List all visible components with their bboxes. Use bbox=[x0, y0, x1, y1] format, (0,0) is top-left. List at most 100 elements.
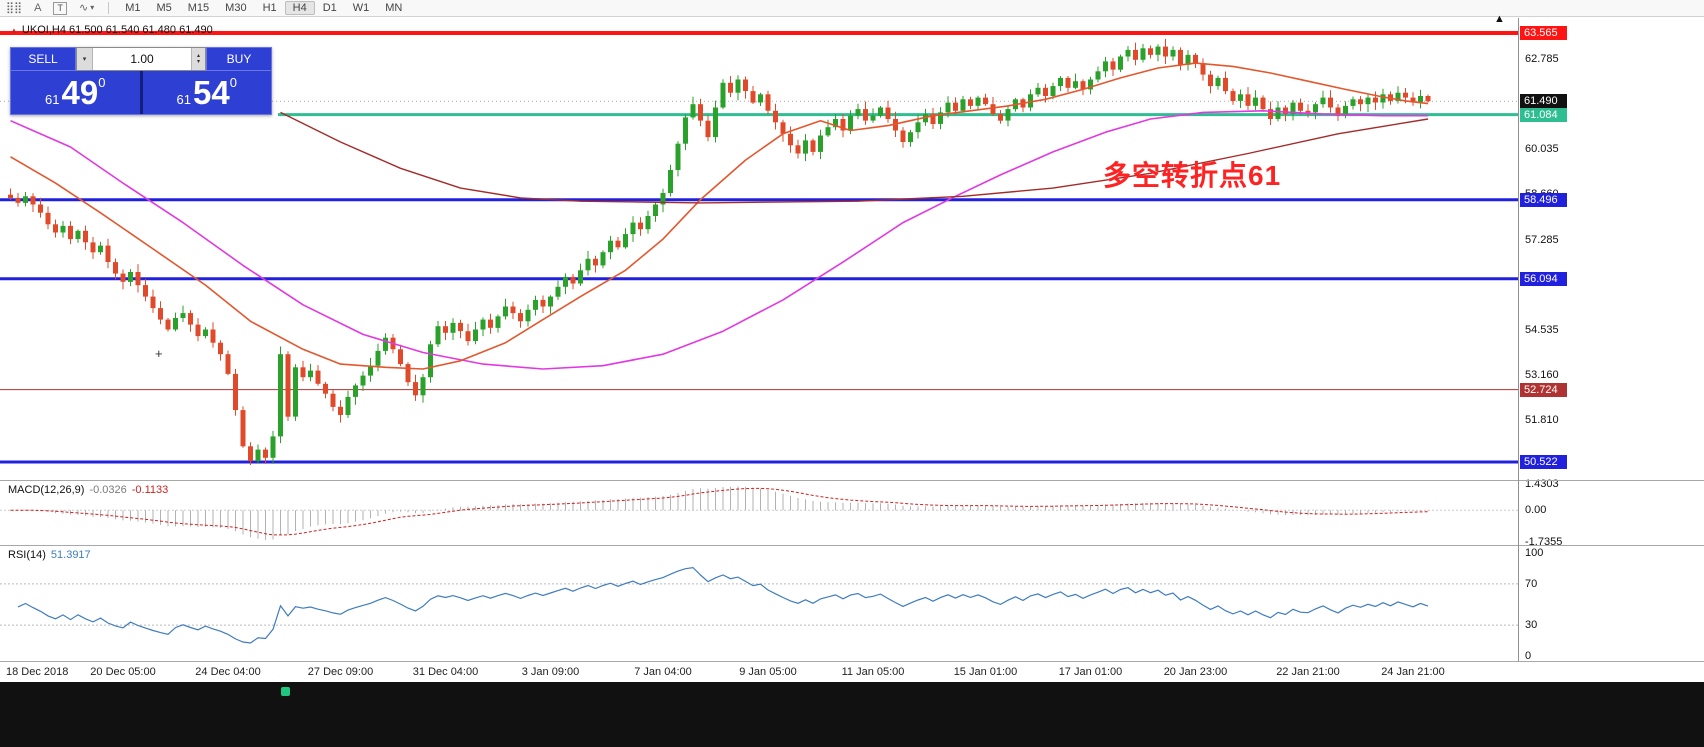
time-label: 31 Dec 04:00 bbox=[412, 666, 479, 678]
sell-price[interactable]: 61 49 0 bbox=[11, 71, 140, 114]
sell-button[interactable]: SELL bbox=[10, 47, 76, 71]
price-badge: 58.496 bbox=[1520, 192, 1567, 207]
timeframe-w1[interactable]: W1 bbox=[352, 2, 370, 14]
price-chart-canvas[interactable] bbox=[0, 18, 1518, 480]
time-label: 15 Jan 01:00 bbox=[953, 666, 1018, 678]
time-axis[interactable]: 18 Dec 2018 20 Dec 05:00 24 Dec 04:00 27 De… bbox=[0, 662, 1704, 681]
volume-up-icon[interactable]: ▴ bbox=[196, 53, 200, 59]
rsi-canvas[interactable] bbox=[0, 546, 1518, 661]
timeframe-m30[interactable]: M30 bbox=[225, 2, 247, 14]
toolbar-separator bbox=[108, 2, 110, 14]
volume-dropdown-icon[interactable]: ▾ bbox=[77, 48, 93, 70]
panel-splitter-2[interactable] bbox=[0, 545, 1704, 546]
rsi-label: RSI(14) 51.3917 bbox=[8, 549, 91, 561]
price-badge: 61.490 bbox=[1520, 94, 1567, 109]
taskbar-indicator-icon[interactable] bbox=[281, 687, 290, 696]
macd-panel: MACD(12,26,9) -0.0326 -0.1133 1.4303 0.00 -1… bbox=[0, 478, 1704, 548]
sell-price-small: 61 bbox=[45, 92, 60, 107]
price-tick-label: 57.285 bbox=[1525, 233, 1559, 246]
price-badge: 56.094 bbox=[1520, 271, 1567, 286]
sell-price-big: 49 bbox=[61, 73, 99, 111]
buy-price[interactable]: 61 54 0 bbox=[143, 71, 272, 114]
macd-label: MACD(12,26,9) -0.0326 -0.1133 bbox=[8, 484, 168, 496]
ma-fast-orange-line bbox=[10, 62, 1429, 370]
price-axis[interactable]: 62.78560.03558.66057.28554.53553.16051.8… bbox=[1518, 18, 1704, 480]
ma-slow-darkred-line bbox=[280, 111, 1429, 204]
timeframe-h1[interactable]: H1 bbox=[262, 2, 277, 14]
timeframe-switcher: M1 M5 M15 M30 H1 H4 D1 W1 MN bbox=[117, 1, 410, 15]
macd-main-value: -0.0326 bbox=[89, 484, 127, 496]
text-annotation-icon[interactable]: A bbox=[34, 2, 42, 14]
time-axis-border bbox=[0, 661, 1704, 662]
time-label: 9 Jan 05:00 bbox=[739, 666, 797, 678]
rsi-axis[interactable]: 100 70 30 0 bbox=[1518, 546, 1704, 662]
timeframe-m5[interactable]: M5 bbox=[156, 2, 172, 14]
timeframe-m1[interactable]: M1 bbox=[125, 2, 141, 14]
price-tick-label: 53.160 bbox=[1525, 369, 1559, 382]
one-click-trading-panel: SELL ▾ 1.00 ▴ ▾ BUY 61 49 0 61 54 0 bbox=[10, 47, 272, 115]
timeframe-mn[interactable]: MN bbox=[385, 2, 403, 14]
time-label: 3 Jan 09:00 bbox=[521, 666, 580, 678]
time-label: 24 Dec 04:00 bbox=[195, 666, 261, 678]
time-label: 20 Dec 05:00 bbox=[90, 666, 156, 678]
sell-price-sup: 0 bbox=[98, 75, 106, 90]
macd-canvas[interactable] bbox=[0, 481, 1518, 545]
ma-magenta-line bbox=[10, 110, 1428, 370]
rsi-line bbox=[17, 566, 1429, 644]
buy-button[interactable]: BUY bbox=[206, 47, 272, 71]
volume-control: ▾ 1.00 ▴ ▾ bbox=[76, 47, 206, 71]
chart-shift-icon[interactable]: ▲ bbox=[1494, 13, 1505, 25]
chart-annotation-text[interactable]: 多空转折点61 bbox=[1103, 160, 1282, 191]
top-toolbar: ⣿⣿ A T ∿ ▾ M1 M5 M15 M30 H1 H4 D1 W1 MN bbox=[0, 0, 1704, 17]
price-tick-label: 62.785 bbox=[1525, 52, 1559, 65]
price-chart-area: ▲ UKOI,H4 61.500 61.540 61.480 61.490 SEL… bbox=[0, 13, 1704, 480]
time-label: 11 Jan 05:00 bbox=[841, 666, 905, 678]
drawing-tool-icon[interactable]: ∿ bbox=[78, 2, 89, 14]
rsi-name: RSI(14) bbox=[8, 549, 46, 561]
ohlc-text: UKOI,H4 61.500 61.540 61.480 61.490 bbox=[21, 24, 213, 36]
time-label: 7 Jan 04:00 bbox=[634, 666, 692, 678]
rsi-panel: RSI(14) 51.3917 100 70 30 0 bbox=[0, 546, 1704, 662]
symbol-expand-icon[interactable]: ▲ bbox=[10, 26, 18, 35]
time-label: 18 Dec 2018 bbox=[6, 666, 69, 678]
volume-value[interactable]: 1.00 bbox=[130, 52, 154, 66]
time-label: 27 Dec 09:00 bbox=[307, 666, 374, 678]
buy-price-small: 61 bbox=[176, 92, 191, 107]
volume-spinner[interactable]: ▴ ▾ bbox=[191, 48, 205, 70]
macd-axis-label: 0.00 bbox=[1525, 504, 1547, 517]
buy-price-big: 54 bbox=[193, 73, 230, 111]
price-tick-label: 51.810 bbox=[1525, 413, 1559, 426]
timeframe-d1[interactable]: D1 bbox=[322, 2, 337, 14]
macd-name: MACD(12,26,9) bbox=[8, 484, 85, 496]
price-badge: 63.565 bbox=[1520, 26, 1567, 40]
text-label-icon[interactable]: T bbox=[53, 1, 67, 15]
macd-axis-label: 1.4303 bbox=[1525, 478, 1559, 490]
price-axis-separator bbox=[1518, 18, 1519, 661]
dots-grid-icon[interactable]: ⣿⣿ bbox=[6, 2, 23, 14]
dropdown-caret-icon[interactable]: ▾ bbox=[90, 3, 95, 12]
panel-splitter-1[interactable] bbox=[0, 480, 1704, 481]
price-badge: 52.724 bbox=[1520, 382, 1567, 397]
time-label: 22 Jan 21:00 bbox=[1276, 666, 1340, 678]
taskbar bbox=[0, 682, 1704, 747]
time-label: 20 Jan 23:00 bbox=[1163, 666, 1228, 678]
price-tick-label: 60.035 bbox=[1525, 143, 1559, 156]
buy-price-sup: 0 bbox=[229, 75, 237, 90]
chart-ohlc-header: ▲ UKOI,H4 61.500 61.540 61.480 61.490 bbox=[10, 24, 213, 36]
price-badge: 50.522 bbox=[1520, 455, 1567, 469]
cross-marker-icon[interactable]: + bbox=[155, 346, 163, 361]
macd-axis[interactable]: 1.4303 0.00 -1.7355 bbox=[1518, 478, 1704, 548]
price-tick-label: 54.535 bbox=[1525, 324, 1559, 336]
macd-histogram bbox=[17, 486, 1429, 540]
timeframe-h4[interactable]: H4 bbox=[284, 1, 315, 15]
rsi-axis-label: 0 bbox=[1525, 650, 1532, 662]
price-badge: 61.084 bbox=[1520, 107, 1567, 122]
macd-signal-value: -0.1133 bbox=[131, 484, 169, 496]
volume-down-icon[interactable]: ▾ bbox=[196, 59, 200, 65]
timeframe-m15[interactable]: M15 bbox=[187, 2, 210, 14]
rsi-value: 51.3917 bbox=[50, 549, 91, 561]
rsi-axis-label: 70 bbox=[1525, 577, 1538, 590]
time-label: 17 Jan 01:00 bbox=[1058, 666, 1123, 678]
price-divider bbox=[139, 71, 143, 114]
